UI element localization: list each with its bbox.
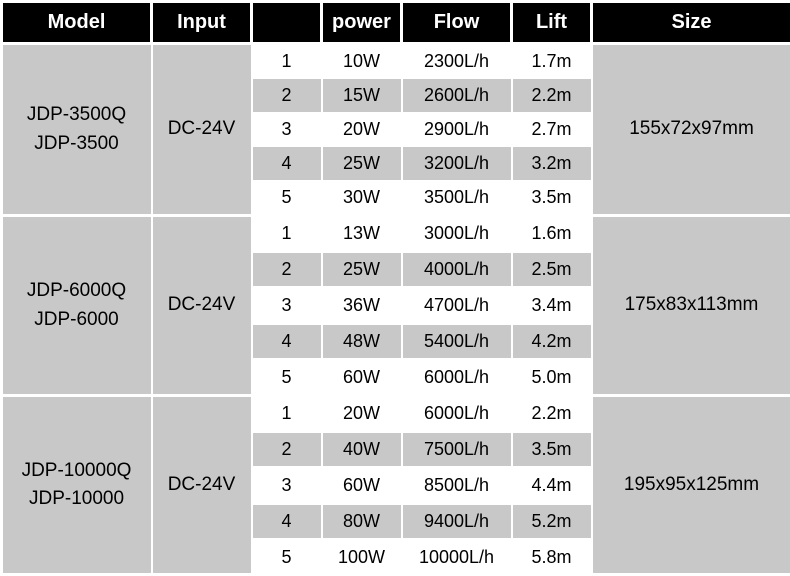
lift-cell: 5.2m [512,504,592,540]
table-row: JDP-3500Q JDP-3500 DC-24V 1 10W 2300L/h … [2,44,790,79]
header-size: Size [592,2,790,44]
level-cell: 1 [252,44,322,79]
table-row: JDP-6000Q JDP-6000 DC-24V 1 13W 3000L/h … [2,216,790,252]
group-0: JDP-3500Q JDP-3500 DC-24V 1 10W 2300L/h … [2,44,790,216]
level-cell: 4 [252,504,322,540]
header-flow: Flow [402,2,512,44]
power-cell: 25W [322,147,402,181]
model-line1: JDP-6000Q [27,280,126,301]
power-cell: 30W [322,181,402,216]
lift-cell: 1.7m [512,44,592,79]
level-cell: 2 [252,252,322,288]
lift-cell: 4.4m [512,468,592,504]
input-cell: DC-24V [152,396,252,575]
lift-cell: 3.4m [512,288,592,324]
group-2: JDP-10000Q JDP-10000 DC-24V 1 20W 6000L/… [2,396,790,575]
level-cell: 4 [252,147,322,181]
flow-cell: 4700L/h [402,288,512,324]
level-cell: 2 [252,79,322,113]
model-line2: JDP-3500 [34,133,119,154]
lift-cell: 2.2m [512,396,592,432]
flow-cell: 9400L/h [402,504,512,540]
level-cell: 4 [252,324,322,360]
level-cell: 5 [252,181,322,216]
level-cell: 3 [252,288,322,324]
lift-cell: 3.5m [512,432,592,468]
size-cell: 195x95x125mm [592,396,790,575]
power-cell: 80W [322,504,402,540]
lift-cell: 4.2m [512,324,592,360]
flow-cell: 3000L/h [402,216,512,252]
power-cell: 15W [322,79,402,113]
lift-cell: 2.2m [512,79,592,113]
level-cell: 2 [252,432,322,468]
lift-cell: 5.0m [512,360,592,396]
power-cell: 60W [322,468,402,504]
level-cell: 5 [252,360,322,396]
header-lift: Lift [512,2,592,44]
level-cell: 1 [252,396,322,432]
model-cell: JDP-10000Q JDP-10000 [2,396,152,575]
header-input: Input [152,2,252,44]
level-cell: 1 [252,216,322,252]
lift-cell: 2.7m [512,113,592,147]
size-cell: 175x83x113mm [592,216,790,396]
model-line1: JDP-3500Q [27,104,126,125]
spec-table: Model Input power Flow Lift Size JDP-350… [0,0,790,576]
flow-cell: 2600L/h [402,79,512,113]
flow-cell: 10000L/h [402,540,512,575]
power-cell: 60W [322,360,402,396]
header-power: power [322,2,402,44]
flow-cell: 6000L/h [402,360,512,396]
flow-cell: 2300L/h [402,44,512,79]
power-cell: 36W [322,288,402,324]
header-level [252,2,322,44]
header-model: Model [2,2,152,44]
power-cell: 48W [322,324,402,360]
model-line2: JDP-6000 [34,309,119,330]
model-cell: JDP-3500Q JDP-3500 [2,44,152,216]
flow-cell: 6000L/h [402,396,512,432]
flow-cell: 7500L/h [402,432,512,468]
level-cell: 3 [252,468,322,504]
model-line1: JDP-10000Q [22,460,132,481]
lift-cell: 5.8m [512,540,592,575]
power-cell: 10W [322,44,402,79]
flow-cell: 5400L/h [402,324,512,360]
flow-cell: 2900L/h [402,113,512,147]
lift-cell: 1.6m [512,216,592,252]
power-cell: 20W [322,113,402,147]
table-row: JDP-10000Q JDP-10000 DC-24V 1 20W 6000L/… [2,396,790,432]
model-line2: JDP-10000 [29,488,124,509]
power-cell: 100W [322,540,402,575]
power-cell: 13W [322,216,402,252]
flow-cell: 8500L/h [402,468,512,504]
flow-cell: 3200L/h [402,147,512,181]
size-cell: 155x72x97mm [592,44,790,216]
header-row: Model Input power Flow Lift Size [2,2,790,44]
group-1: JDP-6000Q JDP-6000 DC-24V 1 13W 3000L/h … [2,216,790,396]
lift-cell: 3.2m [512,147,592,181]
level-cell: 5 [252,540,322,575]
power-cell: 40W [322,432,402,468]
lift-cell: 3.5m [512,181,592,216]
flow-cell: 4000L/h [402,252,512,288]
power-cell: 25W [322,252,402,288]
model-cell: JDP-6000Q JDP-6000 [2,216,152,396]
input-cell: DC-24V [152,216,252,396]
level-cell: 3 [252,113,322,147]
input-cell: DC-24V [152,44,252,216]
lift-cell: 2.5m [512,252,592,288]
power-cell: 20W [322,396,402,432]
flow-cell: 3500L/h [402,181,512,216]
